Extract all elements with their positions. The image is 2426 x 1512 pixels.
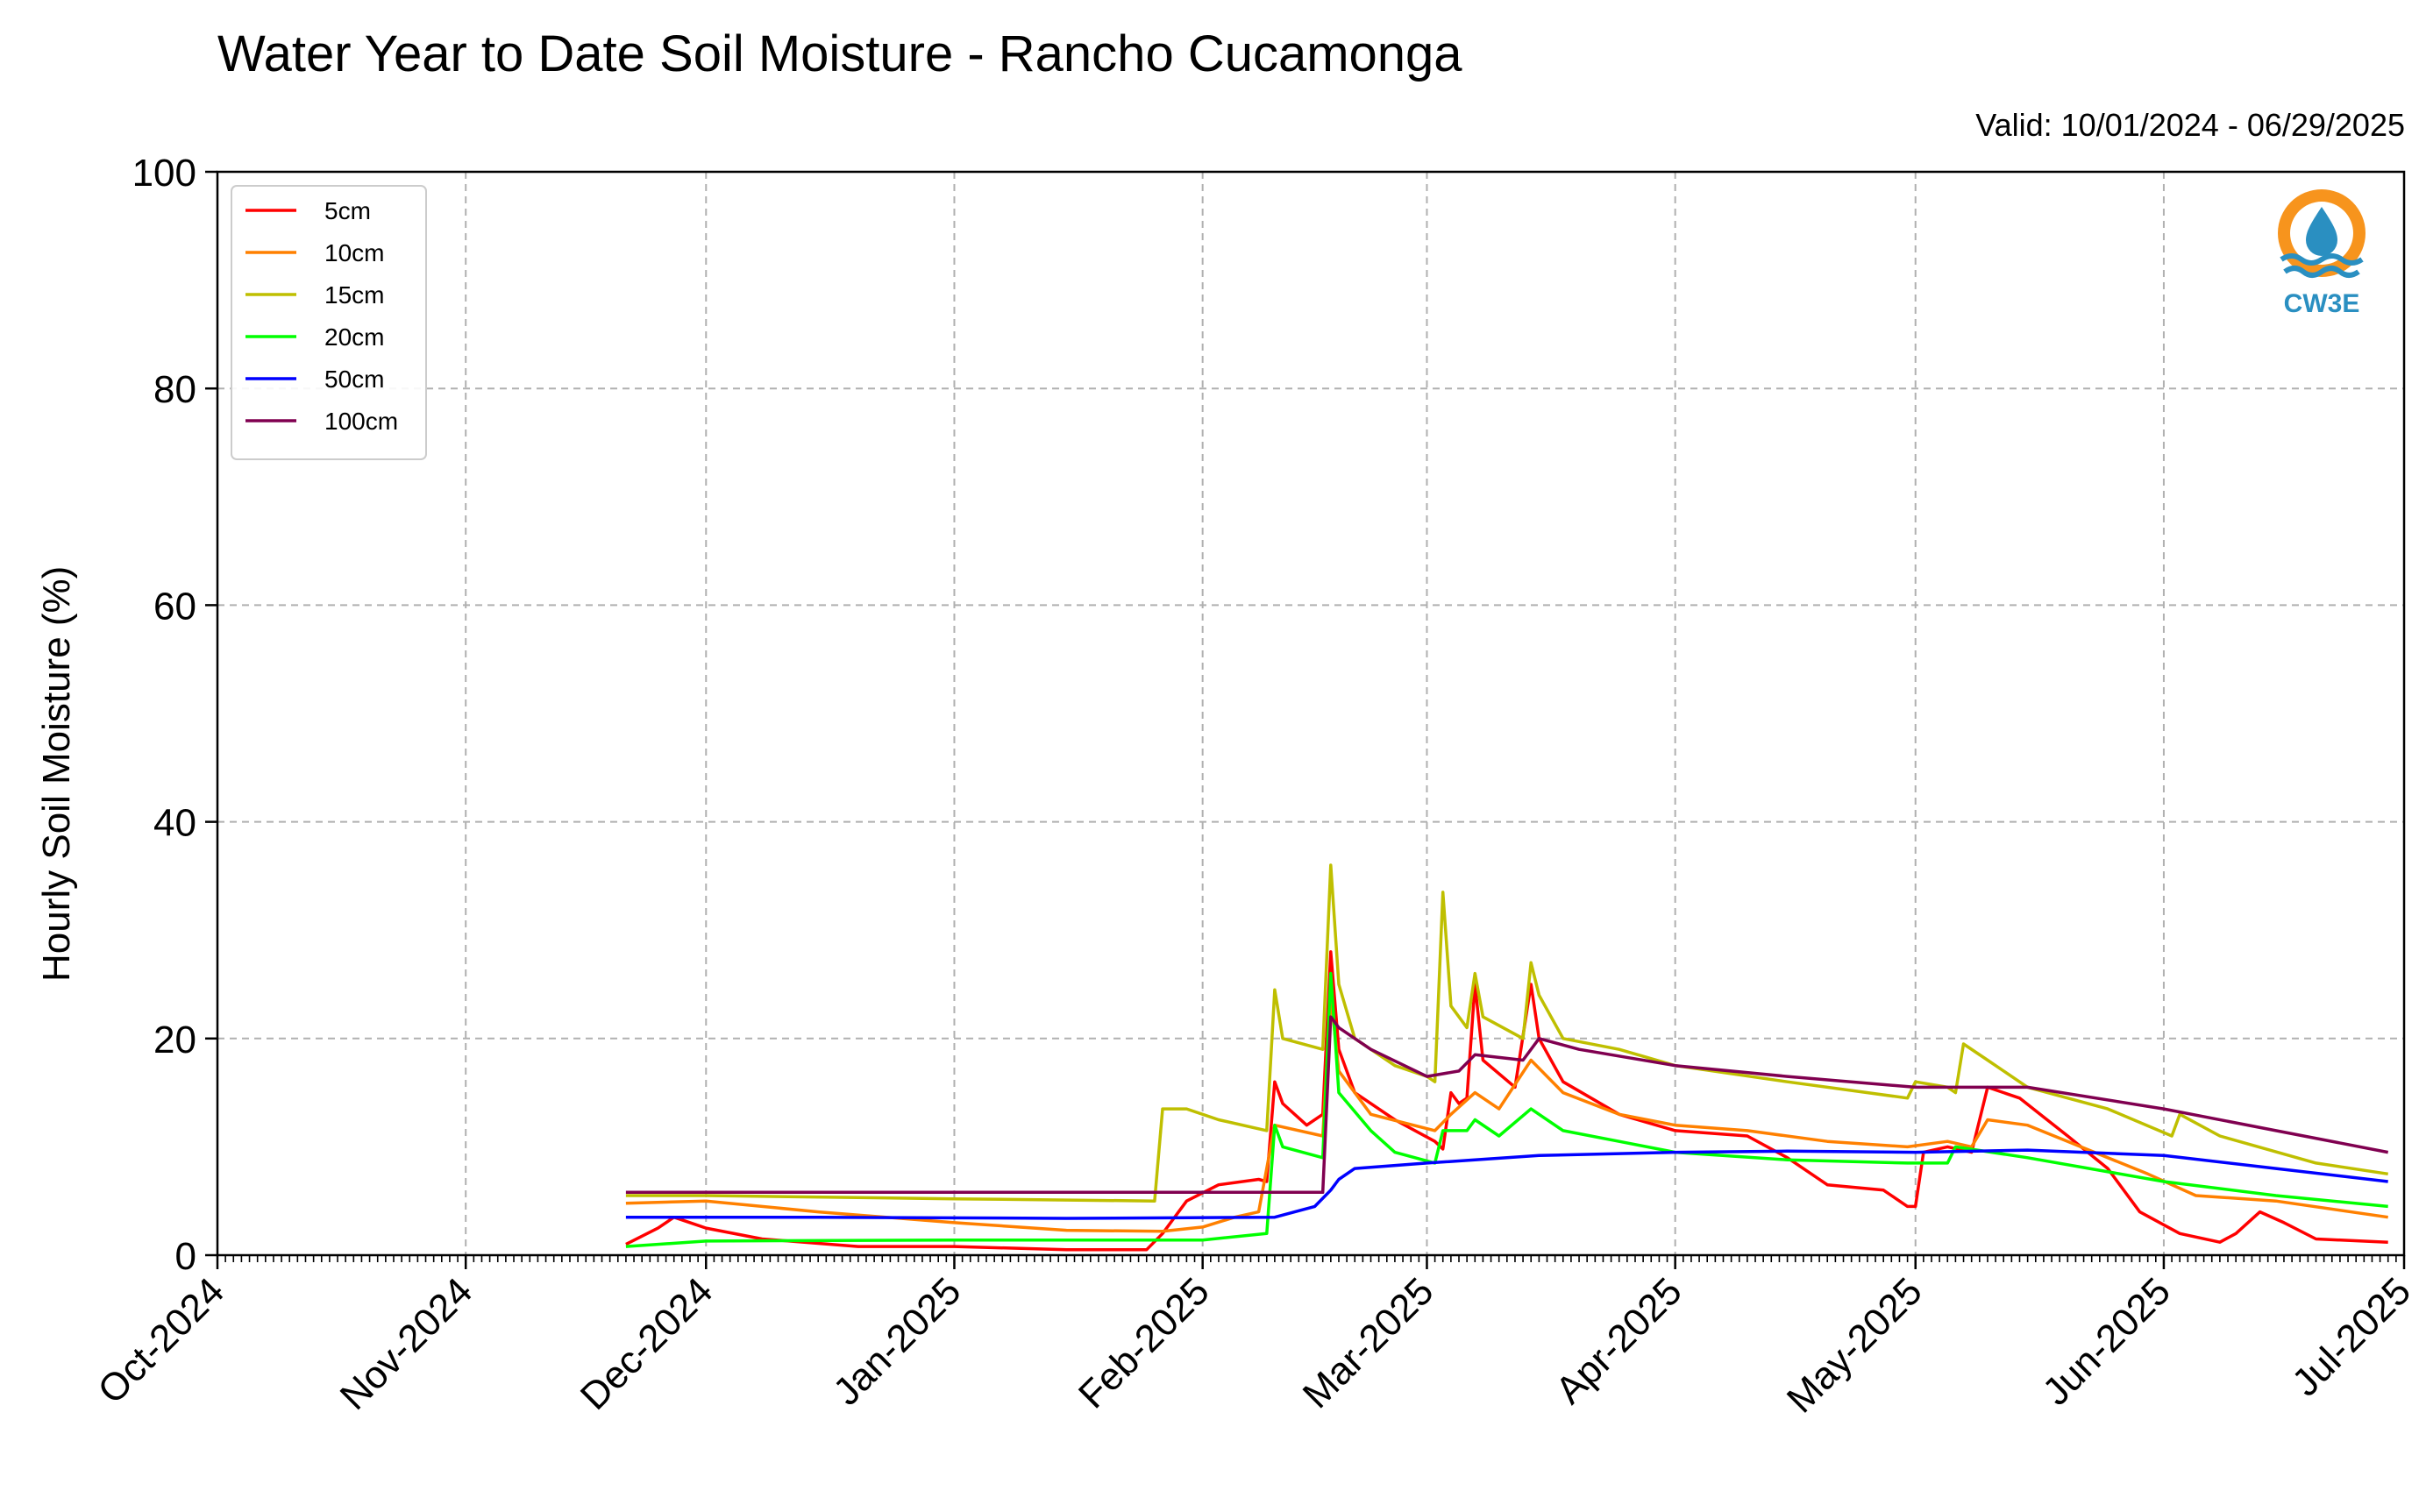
x-tick-label: Apr-2025 [1547,1269,1690,1412]
x-tick-label: May-2025 [1779,1269,1931,1421]
x-tick-label: Dec-2024 [573,1269,722,1418]
x-tick-label: Jan-2025 [825,1269,969,1413]
legend-label-15cm: 15cm [324,281,384,309]
series-line-50cm [625,1148,2388,1220]
logo-drop-icon [2306,207,2337,256]
series-line-20cm [625,971,2388,1248]
y-tick-label: 0 [175,1235,196,1278]
plot-frame [216,170,2406,1257]
series-line-5cm [625,950,2388,1252]
x-tick-label: Feb-2025 [1071,1269,1218,1416]
x-tick-label: Jul-2025 [2284,1269,2419,1404]
series-line-10cm [625,993,2388,1233]
legend-label-20cm: 20cm [324,323,384,351]
chart-title: Water Year to Date Soil Moisture - Ranch… [217,25,1462,82]
x-tick-label: Nov-2024 [332,1269,481,1418]
y-tick-label: 100 [132,152,196,195]
series-line-15cm [625,863,2388,1203]
legend-box [231,185,427,460]
x-tick-label: Mar-2025 [1295,1269,1442,1416]
y-tick-label: 60 [153,585,196,628]
cw3e-logo: CW3E [2278,189,2366,318]
x-tick-label: Jun-2025 [2035,1269,2179,1413]
chart-subtitle: Valid: 10/01/2024 - 06/29/2025 [1975,107,2405,143]
logo-wave2-icon [2283,266,2360,278]
legend-label-5cm: 5cm [324,197,371,224]
x-tick-label: Oct-2024 [89,1269,232,1412]
axis-ticks: 0 20 40 60 80 100 Oct-2024 Nov-2024 Dec-2024 Jan-… [89,152,2419,1421]
series-line-100cm [625,1015,2389,1195]
y-tick-label: 20 [153,1019,196,1061]
legend-label-10cm: 10cm [324,239,384,266]
y-tick-label: 80 [153,368,196,411]
legend-label-100cm: 100cm [324,408,398,435]
legend-label-50cm: 50cm [324,366,384,393]
series-lines [625,863,2389,1252]
logo-text: CW3E [2284,289,2360,318]
grid-lines [217,171,2405,1256]
legend: 5cm 10cm 15cm 20cm 50cm 100cm [231,185,427,460]
y-tick-label: 40 [153,802,196,845]
logo-wave-icon [2280,253,2364,266]
